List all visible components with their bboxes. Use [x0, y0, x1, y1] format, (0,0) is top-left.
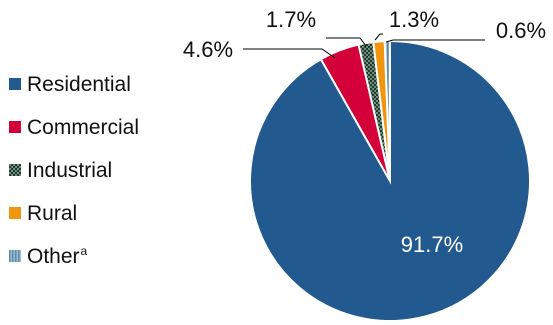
legend-label-other-text: Other [27, 245, 80, 268]
legend-label-commercial: Commercial [27, 115, 140, 139]
data-label-commercial: 4.6% [183, 37, 233, 62]
legend: Residential Commercial Industrial Rural … [9, 70, 139, 270]
legend-item-residential: Residential [9, 70, 139, 98]
data-label-residential: 91.7% [401, 232, 463, 257]
legend-item-industrial: Industrial [9, 156, 139, 184]
leader-line-commercial [243, 48, 336, 59]
legend-item-other: Othera [9, 242, 139, 270]
legend-item-commercial: Commercial [9, 113, 139, 141]
slices-layer [249, 39, 531, 322]
leader-line-industrial [326, 37, 367, 47]
legend-swatch-industrial [9, 164, 21, 176]
legend-label-rural: Rural [27, 201, 78, 225]
leader-line-other [385, 39, 485, 43]
legend-swatch-other [9, 250, 21, 262]
legend-item-rural: Rural [9, 199, 139, 227]
legend-label-other: Othera [27, 245, 87, 267]
legend-swatch-residential [9, 78, 21, 90]
data-label-industrial: 1.7% [266, 7, 316, 32]
legend-swatch-rural [9, 207, 21, 219]
legend-label-other-footnote: a [80, 244, 88, 258]
legend-label-residential: Residential [27, 72, 131, 96]
legend-label-industrial: Industrial [27, 158, 113, 182]
data-label-rural: 1.3% [389, 7, 439, 32]
leader-line-rural [374, 33, 383, 41]
labels-layer: 91.7% 4.6% 1.7% 1.3% 0.6% [183, 7, 546, 257]
legend-swatch-commercial [9, 121, 21, 133]
data-label-other: 0.6% [496, 18, 546, 43]
